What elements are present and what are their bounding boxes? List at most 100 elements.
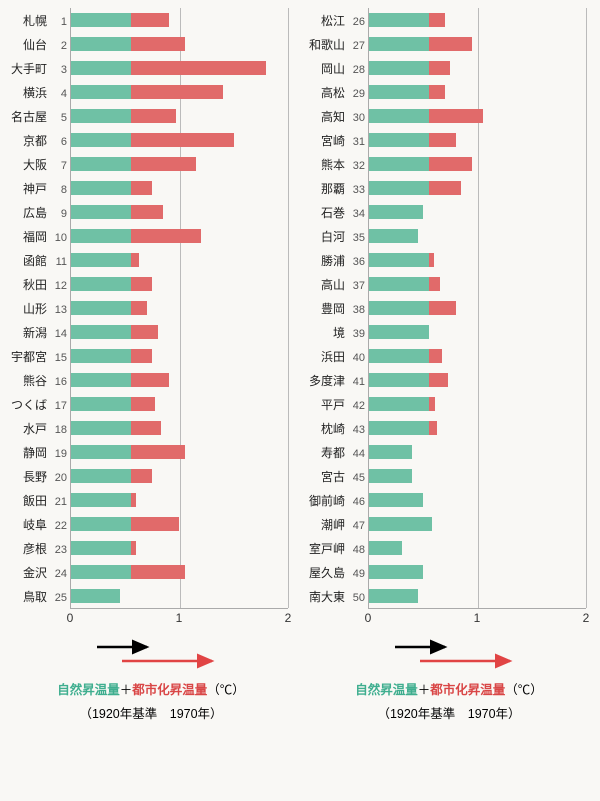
row-label: 多度津41 <box>295 372 369 389</box>
bar-row: 境39 <box>369 320 586 344</box>
bar-row: 石巻34 <box>369 200 586 224</box>
row-label: 横浜4 <box>0 84 71 101</box>
bar-natural <box>369 493 423 507</box>
bar-urban <box>429 133 456 147</box>
bar-row: 宮古45 <box>369 464 586 488</box>
bar-natural <box>71 85 131 99</box>
bar-urban <box>131 205 164 219</box>
row-label: 松江26 <box>295 12 369 29</box>
row-label: 那覇33 <box>295 180 369 197</box>
bar-natural <box>369 181 429 195</box>
bar-natural <box>369 205 423 219</box>
bar-row: 勝浦36 <box>369 248 586 272</box>
bar-row: 那覇33 <box>369 176 586 200</box>
bar-row: 函館11 <box>71 248 288 272</box>
bar-urban <box>429 373 449 387</box>
bar-natural <box>369 13 429 27</box>
row-label: 境39 <box>295 324 369 341</box>
row-label: 枕崎43 <box>295 420 369 437</box>
row-label: 金沢24 <box>0 564 71 581</box>
bar-urban <box>131 109 177 123</box>
bar-row: 宇都宮15 <box>71 344 288 368</box>
chart-right: 松江26和歌山27岡山28高松29高知30宮崎31熊本32那覇33石巻34白河3… <box>368 8 586 609</box>
row-label: 屋久島49 <box>295 564 369 581</box>
bar-row: 金沢24 <box>71 560 288 584</box>
row-label: 福岡10 <box>0 228 71 245</box>
bar-urban <box>131 469 153 483</box>
bar-row: 豊岡38 <box>369 296 586 320</box>
bar-urban <box>429 277 440 291</box>
bar-row: 高山37 <box>369 272 586 296</box>
bar-natural <box>369 589 418 603</box>
bar-row: 新潟14 <box>71 320 288 344</box>
bar-urban <box>131 157 196 171</box>
bar-row: 潮岬47 <box>369 512 586 536</box>
bar-row: 岐阜22 <box>71 512 288 536</box>
bar-urban <box>429 421 438 435</box>
bar-natural <box>71 565 131 579</box>
bar-natural <box>71 493 131 507</box>
bar-row: 平戸42 <box>369 392 586 416</box>
bar-natural <box>369 325 429 339</box>
bar-row: 岡山28 <box>369 56 586 80</box>
bar-row: 白河35 <box>369 224 586 248</box>
xtick: 2 <box>583 611 590 625</box>
bar-row: 彦根23 <box>71 536 288 560</box>
bar-urban <box>131 445 185 459</box>
bar-urban <box>429 181 462 195</box>
row-label: 大手町3 <box>0 60 71 77</box>
bar-urban <box>131 349 153 363</box>
row-label: 宇都宮15 <box>0 348 71 365</box>
row-label: 秋田12 <box>0 276 71 293</box>
row-label: 彦根23 <box>0 540 71 557</box>
bar-natural <box>369 421 429 435</box>
bar-natural <box>71 517 131 531</box>
row-label: 仙台2 <box>0 36 71 53</box>
row-label: 岐阜22 <box>0 516 71 533</box>
xtick: 2 <box>285 611 292 625</box>
bar-natural <box>71 349 131 363</box>
row-label: 寿都44 <box>295 444 369 461</box>
panel-left: 札幌1仙台2大手町3横浜4名古屋5京都6大阪7神戸8広島9福岡10函館11秋田1… <box>2 8 300 741</box>
bar-row: 多度津41 <box>369 368 586 392</box>
bar-urban <box>429 109 483 123</box>
row-label: 静岡19 <box>0 444 71 461</box>
row-label: 神戸8 <box>0 180 71 197</box>
chart-left: 札幌1仙台2大手町3横浜4名古屋5京都6大阪7神戸8広島9福岡10函館11秋田1… <box>70 8 288 609</box>
bar-row: 横浜4 <box>71 80 288 104</box>
row-label: 水戸18 <box>0 420 71 437</box>
bar-natural <box>369 229 418 243</box>
bar-row: 御前崎46 <box>369 488 586 512</box>
bar-row: 神戸8 <box>71 176 288 200</box>
bar-natural <box>369 349 429 363</box>
bar-row: 枕崎43 <box>369 416 586 440</box>
xtick: 0 <box>67 611 74 625</box>
row-label: 宮古45 <box>295 468 369 485</box>
bar-urban <box>429 85 445 99</box>
bar-row: 浜田40 <box>369 344 586 368</box>
bar-urban <box>429 37 472 51</box>
bar-row: 熊本32 <box>369 152 586 176</box>
bar-row: 大阪7 <box>71 152 288 176</box>
row-label: 名古屋5 <box>0 108 71 125</box>
bar-urban <box>429 253 434 267</box>
row-label: 浜田40 <box>295 348 369 365</box>
bar-row: 高知30 <box>369 104 586 128</box>
bar-natural <box>71 421 131 435</box>
panels: 札幌1仙台2大手町3横浜4名古屋5京都6大阪7神戸8広島9福岡10函館11秋田1… <box>0 0 600 741</box>
bar-row: 長野20 <box>71 464 288 488</box>
bar-natural <box>71 229 131 243</box>
bar-urban <box>131 61 267 75</box>
row-label: 鳥取25 <box>0 588 71 605</box>
bar-urban <box>429 349 442 363</box>
bar-natural <box>369 373 429 387</box>
bar-urban <box>131 13 169 27</box>
bar-urban <box>131 37 185 51</box>
bar-urban <box>131 229 202 243</box>
row-label: 函館11 <box>0 252 71 269</box>
bar-urban <box>131 493 136 507</box>
bar-row: 大手町3 <box>71 56 288 80</box>
bar-urban <box>131 325 158 339</box>
bar-row: 秋田12 <box>71 272 288 296</box>
bar-natural <box>369 517 432 531</box>
